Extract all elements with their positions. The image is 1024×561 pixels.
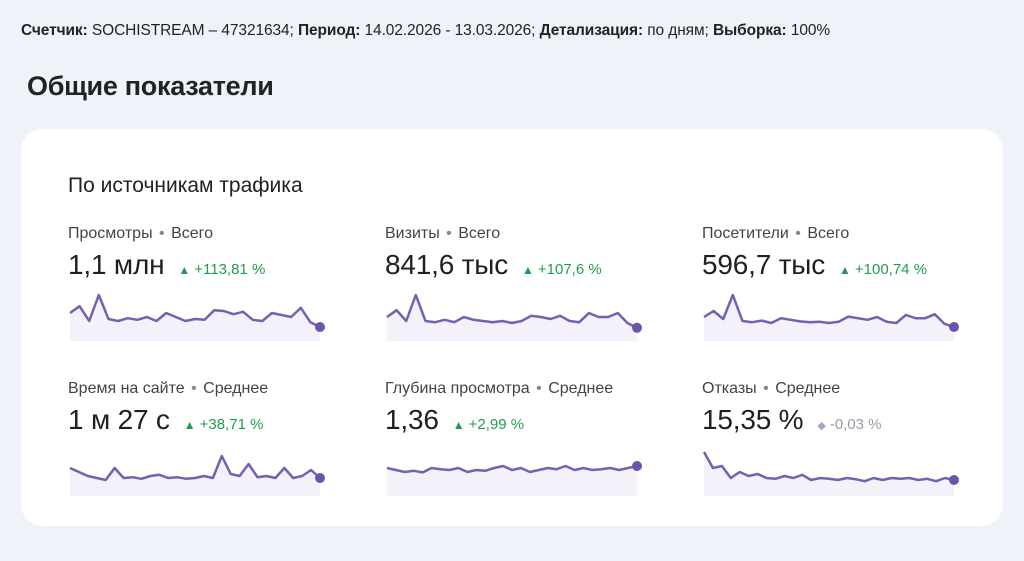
arrow-up-icon: ▲	[452, 418, 465, 432]
sparkline-area	[387, 295, 637, 341]
sparkline-area	[70, 456, 320, 496]
metric-change: ▲ +113,81 %	[178, 261, 265, 278]
metric-name: Отказы	[702, 380, 757, 397]
sparkline-line	[702, 451, 955, 483]
page-title: Общие показатели	[27, 71, 274, 101]
sparkline-line	[69, 293, 321, 329]
sparkline-area	[704, 295, 954, 341]
metric-label: Визиты • Всего	[385, 225, 501, 242]
metric-change: ◆ -0,03 %	[817, 416, 881, 433]
sparkline-line	[386, 464, 638, 474]
sparkline-line	[703, 293, 955, 329]
metric-time-on-site[interactable]: Время на сайте • Среднее 1 м 27 с ▲ +38,7…	[68, 380, 328, 530]
metric-change-value: -0,03 %	[829, 416, 882, 433]
metric-value: 15,35 %	[702, 404, 804, 435]
metric-name: Глубина просмотра	[385, 380, 530, 397]
metric-change-value: +113,81 %	[194, 261, 266, 278]
metric-agg: Всего	[171, 225, 214, 242]
sparkline-pageviews	[69, 293, 325, 341]
metric-label: Глубина просмотра • Среднее	[385, 380, 614, 397]
sparkline-end-dot	[315, 473, 325, 483]
metric-agg: Всего	[807, 225, 850, 242]
sample-value: 100%	[790, 22, 831, 39]
metric-change-value: +38,71 %	[199, 416, 264, 433]
metric-label: Посетители • Всего	[702, 225, 850, 242]
metric-change-value: +107,6 %	[537, 261, 602, 278]
metric-agg: Среднее	[203, 380, 269, 397]
metric-change: ▲ +107,6 %	[522, 261, 602, 278]
metric-bounces[interactable]: Отказы • Среднее 15,35 % ◆ -0,03 %	[702, 380, 962, 530]
sparkline-end-dot	[315, 322, 325, 332]
metric-name: Просмотры	[68, 225, 153, 242]
sparkline-end-dot	[632, 322, 642, 333]
metric-change-value: +100,74 %	[854, 261, 928, 278]
metric-name: Визиты	[385, 225, 440, 242]
metric-change: ▲ +100,74 %	[839, 261, 927, 278]
sparkline-page-depth	[386, 461, 642, 496]
metric-value: 1,36	[385, 404, 439, 435]
report-params: Счетчик: SOCHISTREAM – 47321634; Период:…	[21, 22, 830, 40]
metric-name: Время на сайте	[68, 380, 185, 397]
detail-label: Детализация:	[539, 22, 644, 39]
metric-value: 1 м 27 с	[68, 404, 170, 435]
sparkline-bounces	[702, 451, 959, 496]
counter-label: Счетчик:	[21, 22, 88, 39]
metric-agg: Всего	[458, 225, 501, 242]
sparkline-area	[387, 466, 637, 496]
arrow-up-icon: ▲	[183, 418, 196, 432]
sparkline-area	[704, 452, 954, 496]
detail-value: по дням;	[647, 22, 709, 39]
metric-change-value: +2,99 %	[468, 416, 525, 433]
metric-change: ▲ +2,99 %	[453, 416, 524, 433]
sparkline-end-dot	[632, 461, 642, 471]
metric-value: 596,7 тыс	[702, 249, 825, 280]
counter-value: SOCHISTREAM – 47321634;	[91, 22, 294, 39]
metric-agg: Среднее	[775, 380, 841, 397]
arrow-up-icon: ▲	[522, 263, 534, 277]
metric-agg: Среднее	[548, 380, 614, 397]
sparkline-end-dot	[949, 322, 959, 332]
sparkline-time-on-site	[69, 454, 325, 496]
card-title: По источникам трафика	[68, 174, 303, 197]
traffic-sources-card: По источникам трафика Просмотры • Всего …	[21, 129, 1003, 526]
metric-value: 841,6 тыс	[385, 249, 508, 280]
sample-label: Выборка:	[712, 22, 787, 39]
metric-name: Посетители	[702, 225, 789, 242]
metric-page-depth[interactable]: Глубина просмотра • Среднее 1,36 ▲ +2,99 …	[385, 380, 645, 530]
metric-visits[interactable]: Визиты • Всего 841,6 тыс ▲ +107,6 %	[385, 225, 645, 375]
metric-value: 1,1 млн	[68, 249, 165, 280]
sparkline-end-dot	[949, 475, 959, 485]
metric-label: Отказы • Среднее	[702, 380, 841, 397]
metric-visitors[interactable]: Посетители • Всего 596,7 тыс ▲ +100,74 %	[702, 225, 962, 375]
sparkline-visitors	[703, 293, 959, 341]
sparkline-area	[70, 295, 320, 341]
sparkline-line	[69, 454, 321, 482]
sparkline-line	[386, 293, 638, 329]
metric-change: ▲ +38,71 %	[184, 416, 264, 433]
metric-pageviews[interactable]: Просмотры • Всего 1,1 млн ▲ +113,81 %	[68, 225, 328, 375]
sparkline-visits	[386, 293, 642, 341]
arrow-up-icon: ▲	[839, 263, 851, 277]
diamond-icon: ◆	[817, 420, 826, 432]
metric-label: Время на сайте • Среднее	[68, 380, 269, 397]
metric-label: Просмотры • Всего	[68, 225, 214, 242]
period-value: 14.02.2026 - 13.03.2026;	[364, 22, 536, 39]
period-label: Период:	[297, 22, 361, 39]
arrow-up-icon: ▲	[178, 263, 191, 277]
